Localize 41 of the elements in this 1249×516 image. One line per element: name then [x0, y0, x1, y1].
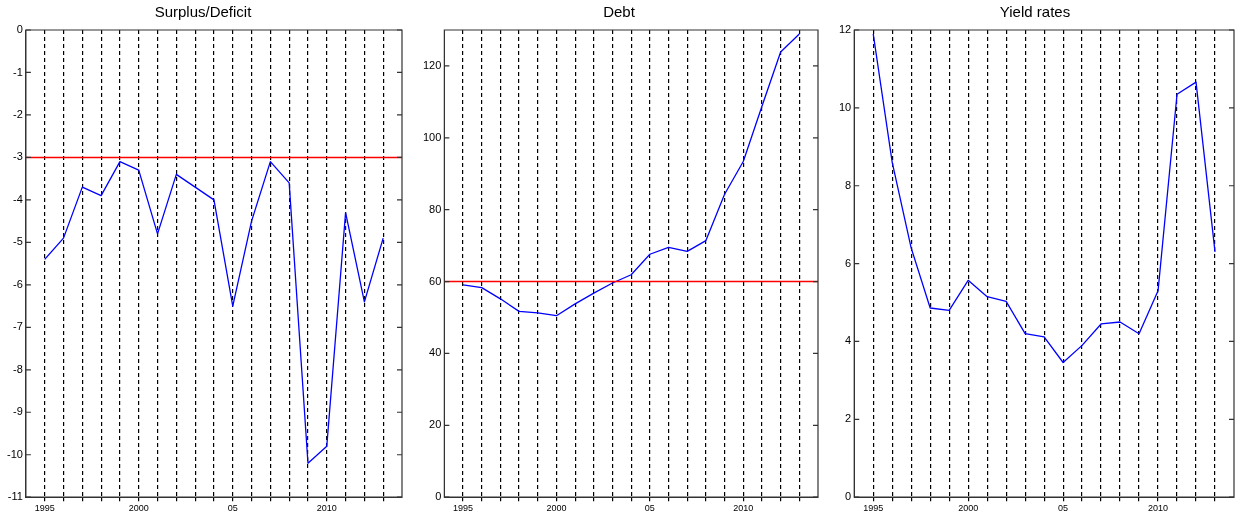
x-tick-label: 2010 [1148, 503, 1169, 514]
x-tick-label: 05 [227, 503, 238, 514]
y-tick-label: 0 [845, 490, 852, 503]
y-tick-label: 80 [429, 202, 442, 215]
y-tick-label: 4 [845, 334, 852, 347]
y-tick-label: -5 [13, 235, 23, 248]
y-tick-label: 60 [429, 274, 442, 287]
x-tick-label: 1995 [863, 503, 884, 514]
y-tick-label: -10 [6, 447, 23, 460]
y-tick-label: 6 [845, 256, 852, 269]
y-tick-label: 40 [429, 346, 442, 359]
y-tick-label: 10 [838, 100, 852, 113]
x-tick-label: 05 [644, 503, 655, 514]
y-tick-label: 0 [16, 23, 23, 36]
y-tick-label: 0 [435, 490, 442, 503]
x-tick-label: 1995 [453, 503, 474, 514]
x-tick-label: 05 [1058, 503, 1069, 514]
x-tick-label: 2000 [958, 503, 979, 514]
x-tick-label: 2010 [316, 503, 337, 514]
y-tick-label: 2 [845, 412, 852, 425]
y-tick-label: -6 [13, 277, 23, 290]
y-tick-label: 12 [838, 23, 852, 36]
chart-title: Debt [603, 3, 636, 21]
y-tick-label: 100 [422, 130, 442, 143]
y-tick-label: -11 [7, 490, 23, 503]
chart-title: Surplus/Deficit [154, 3, 253, 21]
y-tick-label: -4 [13, 192, 23, 205]
y-tick-label: 120 [422, 58, 442, 71]
x-tick-label: 2010 [733, 503, 754, 514]
y-tick-label: -7 [13, 320, 23, 333]
x-tick-label: 2000 [546, 503, 567, 514]
y-tick-label: -8 [13, 362, 23, 375]
y-tick-label: 8 [845, 178, 852, 191]
y-tick-label: -3 [13, 150, 23, 163]
y-tick-label: -1 [13, 65, 23, 78]
x-tick-label: 1995 [34, 503, 55, 514]
chart-title: Yield rates [999, 3, 1071, 21]
y-tick-label: -2 [13, 107, 23, 120]
y-tick-label: 20 [429, 418, 442, 431]
y-tick-label: -9 [13, 405, 23, 418]
x-tick-label: 2000 [128, 503, 149, 514]
